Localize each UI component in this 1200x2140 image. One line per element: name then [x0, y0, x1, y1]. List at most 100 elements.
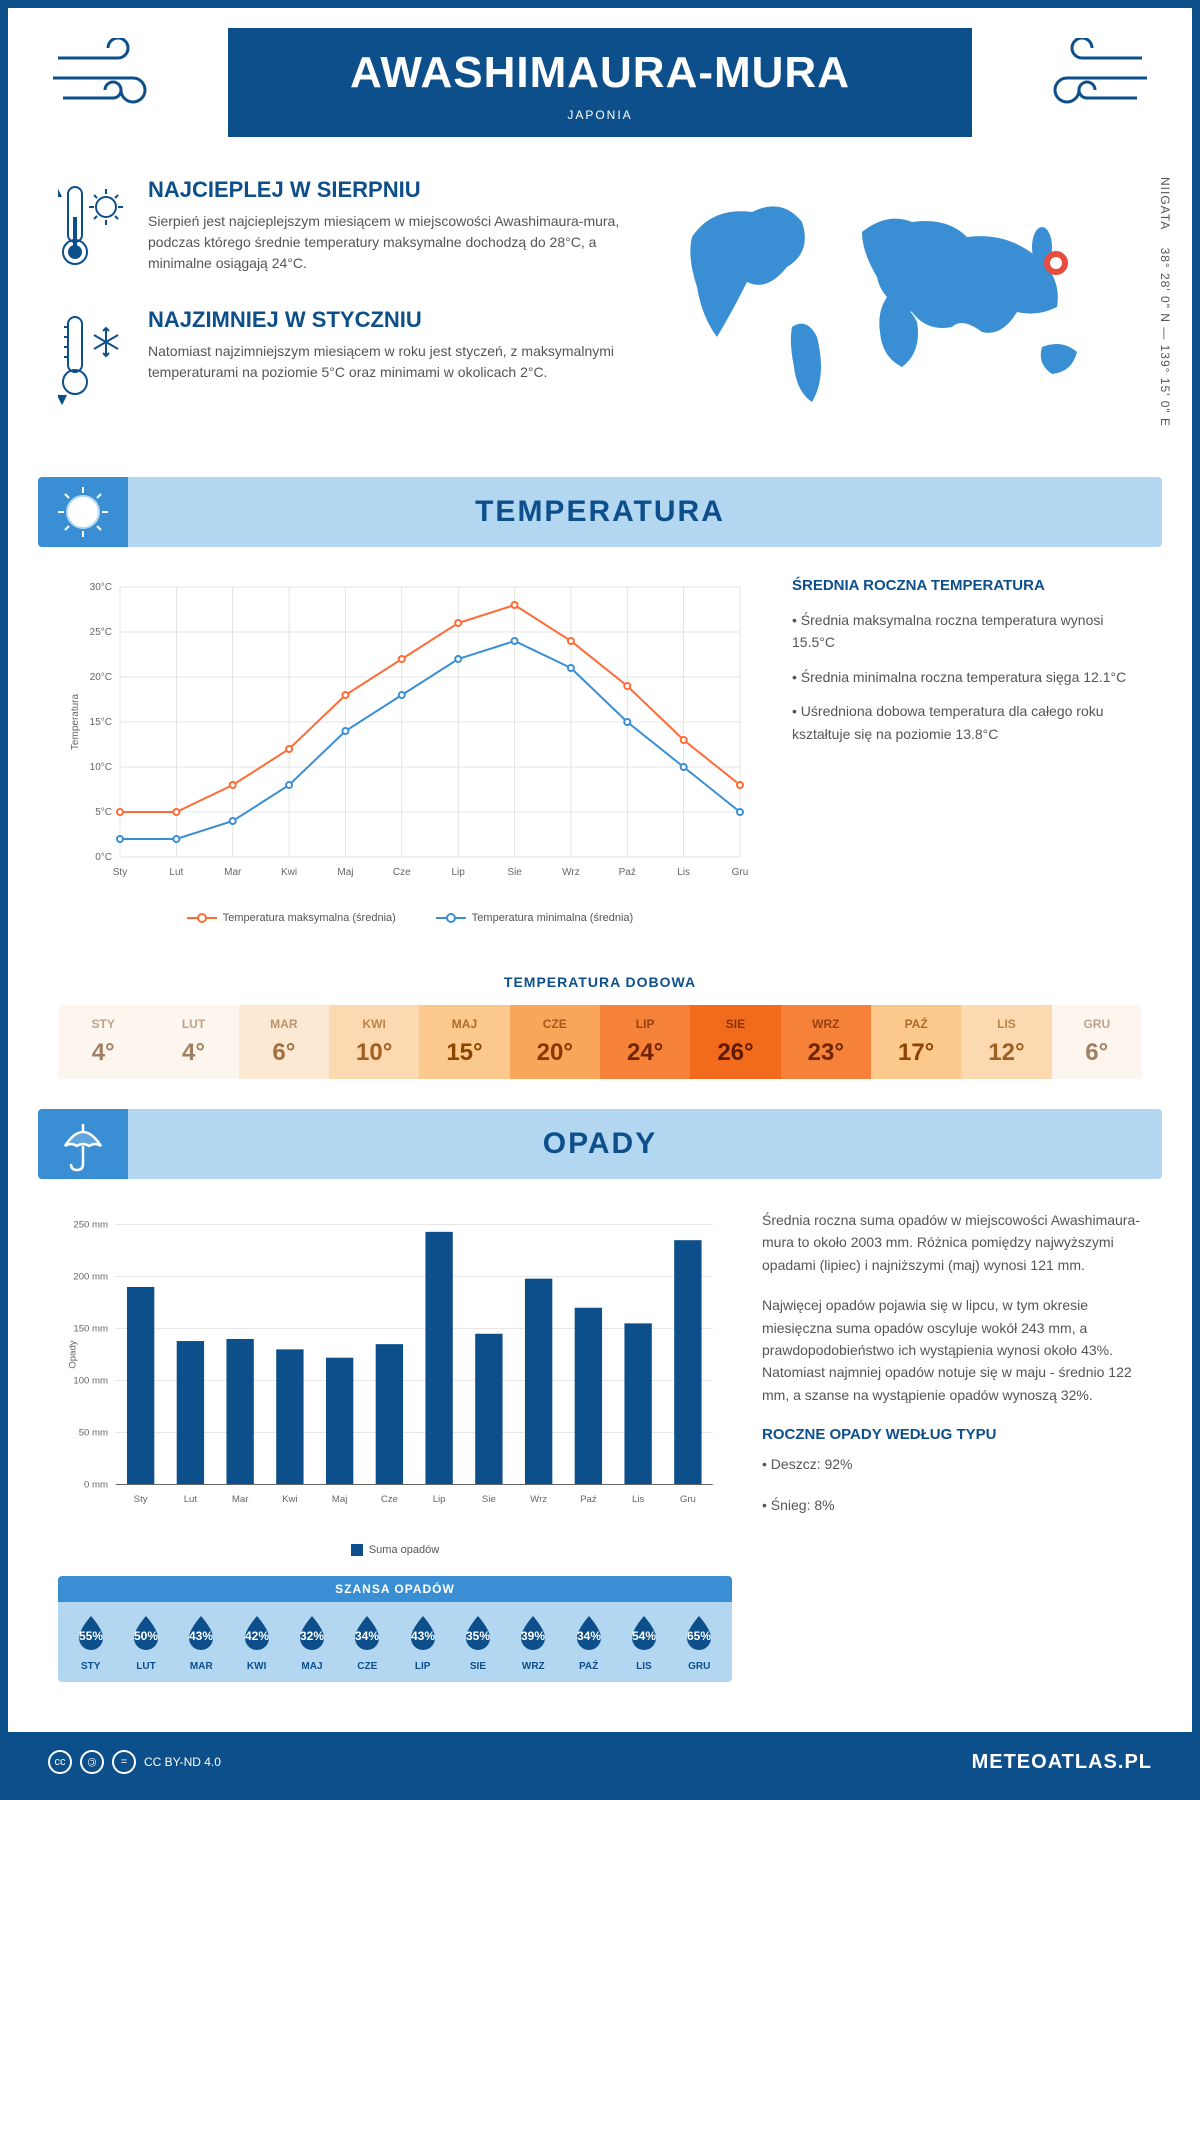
precip-side: Średnia roczna suma opadów w miejscowośc…: [762, 1209, 1142, 1682]
svg-text:54%: 54%: [632, 1629, 656, 1643]
svg-text:Paź: Paź: [619, 867, 636, 878]
by-icon: 🄯: [80, 1750, 104, 1774]
location-marker: [1047, 254, 1065, 272]
thermometer-snow-icon: [58, 307, 128, 407]
daily-cell: GRU6°: [1052, 1005, 1142, 1079]
temperature-content: 0°C5°C10°C15°C20°C25°C30°CStyLutMarKwiMa…: [8, 567, 1192, 944]
svg-text:34%: 34%: [577, 1629, 601, 1643]
temperature-title: TEMPERATURA: [38, 495, 1162, 529]
precip-type-item: • Deszcz: 92%: [762, 1453, 1142, 1475]
intro-section: NAJCIEPLEJ W SIERPNIU Sierpień jest najc…: [8, 157, 1192, 467]
chance-cell: 43%MAR: [174, 1612, 229, 1672]
precip-para2: Najwięcej opadów pojawia się w lipcu, w …: [762, 1294, 1142, 1406]
svg-text:32%: 32%: [300, 1629, 324, 1643]
daily-cell: LIP24°: [600, 1005, 690, 1079]
svg-text:Kwi: Kwi: [282, 1494, 297, 1505]
svg-text:0 mm: 0 mm: [84, 1479, 108, 1490]
daily-cell: SIE26°: [690, 1005, 780, 1079]
chance-title: SZANSA OPADÓW: [58, 1576, 732, 1602]
svg-text:Lut: Lut: [184, 1494, 198, 1505]
svg-text:43%: 43%: [189, 1629, 213, 1643]
svg-text:250 mm: 250 mm: [73, 1219, 108, 1230]
svg-text:65%: 65%: [687, 1629, 711, 1643]
svg-text:Lis: Lis: [677, 867, 690, 878]
svg-text:Sty: Sty: [134, 1494, 148, 1505]
svg-text:34%: 34%: [355, 1629, 379, 1643]
svg-text:Mar: Mar: [224, 867, 242, 878]
svg-text:Cze: Cze: [381, 1494, 398, 1505]
svg-text:Temperatura: Temperatura: [70, 693, 81, 750]
chance-cell: 55%STY: [63, 1612, 118, 1672]
svg-text:Opady: Opady: [67, 1340, 78, 1369]
page-subtitle: JAPONIA: [228, 108, 972, 122]
svg-text:Sty: Sty: [113, 867, 127, 878]
svg-text:Lut: Lut: [169, 867, 183, 878]
avg-temp-title: ŚREDNIA ROCZNA TEMPERATURA: [792, 577, 1142, 594]
svg-text:0°C: 0°C: [95, 852, 112, 863]
daily-cell: MAJ15°: [419, 1005, 509, 1079]
svg-text:200 mm: 200 mm: [73, 1271, 108, 1282]
chance-cell: 54%LIS: [616, 1612, 671, 1672]
svg-text:Kwi: Kwi: [281, 867, 297, 878]
svg-text:10°C: 10°C: [90, 762, 112, 773]
svg-text:Gru: Gru: [732, 867, 749, 878]
precip-para1: Średnia roczna suma opadów w miejscowośc…: [762, 1209, 1142, 1276]
chance-cell: 42%KWI: [229, 1612, 284, 1672]
daily-cell: CZE20°: [510, 1005, 600, 1079]
temperature-side: ŚREDNIA ROCZNA TEMPERATURA • Średnia mak…: [792, 577, 1142, 924]
chance-row: 55%STY50%LUT43%MAR42%KWI32%MAJ34%CZE43%L…: [58, 1602, 732, 1682]
svg-text:55%: 55%: [79, 1629, 103, 1643]
page-title: AWASHIMAURA-MURA: [228, 48, 972, 98]
svg-text:Sie: Sie: [507, 867, 522, 878]
temp-bullet: • Średnia minimalna roczna temperatura s…: [792, 666, 1142, 688]
svg-text:39%: 39%: [521, 1629, 545, 1643]
site-name: METEOATLAS.PL: [972, 1751, 1152, 1774]
nd-icon: =: [112, 1750, 136, 1774]
chance-cell: 34%PAŹ: [561, 1612, 616, 1672]
wind-icon: [1012, 38, 1152, 118]
cc-icon: cc: [48, 1750, 72, 1774]
svg-text:Wrz: Wrz: [562, 867, 580, 878]
svg-text:Cze: Cze: [393, 867, 411, 878]
svg-text:Wrz: Wrz: [530, 1494, 547, 1505]
coordinates-label: NIIGATA 38° 28' 0" N — 139° 15' 0" E: [1158, 177, 1172, 427]
chance-cell: 39%WRZ: [506, 1612, 561, 1672]
precip-title: OPADY: [38, 1127, 1162, 1161]
svg-text:Lip: Lip: [452, 867, 466, 878]
chance-cell: 50%LUT: [118, 1612, 173, 1672]
fact-cold: NAJZIMNIEJ W STYCZNIU Natomiast najzimni…: [58, 307, 632, 407]
chance-cell: 35%SIE: [450, 1612, 505, 1672]
temperature-legend: Temperatura maksymalna (średnia) Tempera…: [58, 912, 762, 924]
world-map: [662, 177, 1142, 417]
precip-bar-chart: 0 mm50 mm100 mm150 mm200 mm250 mmOpadySt…: [58, 1209, 732, 1529]
temp-bullet: • Uśredniona dobowa temperatura dla całe…: [792, 700, 1142, 745]
temperature-line-chart: 0°C5°C10°C15°C20°C25°C30°CStyLutMarKwiMa…: [58, 577, 762, 897]
svg-text:Sie: Sie: [482, 1494, 496, 1505]
svg-text:5°C: 5°C: [95, 807, 112, 818]
chance-cell: 32%MAJ: [284, 1612, 339, 1672]
chance-cell: 43%LIP: [395, 1612, 450, 1672]
svg-text:50%: 50%: [134, 1629, 158, 1643]
precip-chart-area: 0 mm50 mm100 mm150 mm200 mm250 mmOpadySt…: [58, 1209, 732, 1682]
fact-cold-body: Natomiast najzimniejszym miesiącem w rok…: [148, 341, 632, 383]
svg-text:Lip: Lip: [433, 1494, 446, 1505]
daily-cell: MAR6°: [239, 1005, 329, 1079]
svg-text:Maj: Maj: [332, 1494, 347, 1505]
footer: cc 🄯 = CC BY-ND 4.0 METEOATLAS.PL: [8, 1732, 1192, 1792]
thermometer-sun-icon: [58, 177, 128, 277]
license-text: CC BY-ND 4.0: [144, 1755, 221, 1769]
daily-cell: WRZ23°: [781, 1005, 871, 1079]
map-column: NIIGATA 38° 28' 0" N — 139° 15' 0" E: [662, 177, 1142, 437]
sun-tab-icon: [38, 477, 128, 547]
svg-text:150 mm: 150 mm: [73, 1323, 108, 1334]
precip-type-item: • Śnieg: 8%: [762, 1494, 1142, 1516]
svg-text:Maj: Maj: [337, 867, 353, 878]
svg-text:Mar: Mar: [232, 1494, 249, 1505]
daily-cell: LUT4°: [148, 1005, 238, 1079]
temperature-chart-area: 0°C5°C10°C15°C20°C25°C30°CStyLutMarKwiMa…: [58, 577, 762, 924]
infographic-page: AWASHIMAURA-MURA JAPONIA: [0, 0, 1200, 1800]
precip-legend: Suma opadów: [58, 1544, 732, 1556]
daily-cell: STY4°: [58, 1005, 148, 1079]
svg-text:25°C: 25°C: [90, 627, 112, 638]
precip-type-title: ROCZNE OPADY WEDŁUG TYPU: [762, 1426, 1142, 1443]
